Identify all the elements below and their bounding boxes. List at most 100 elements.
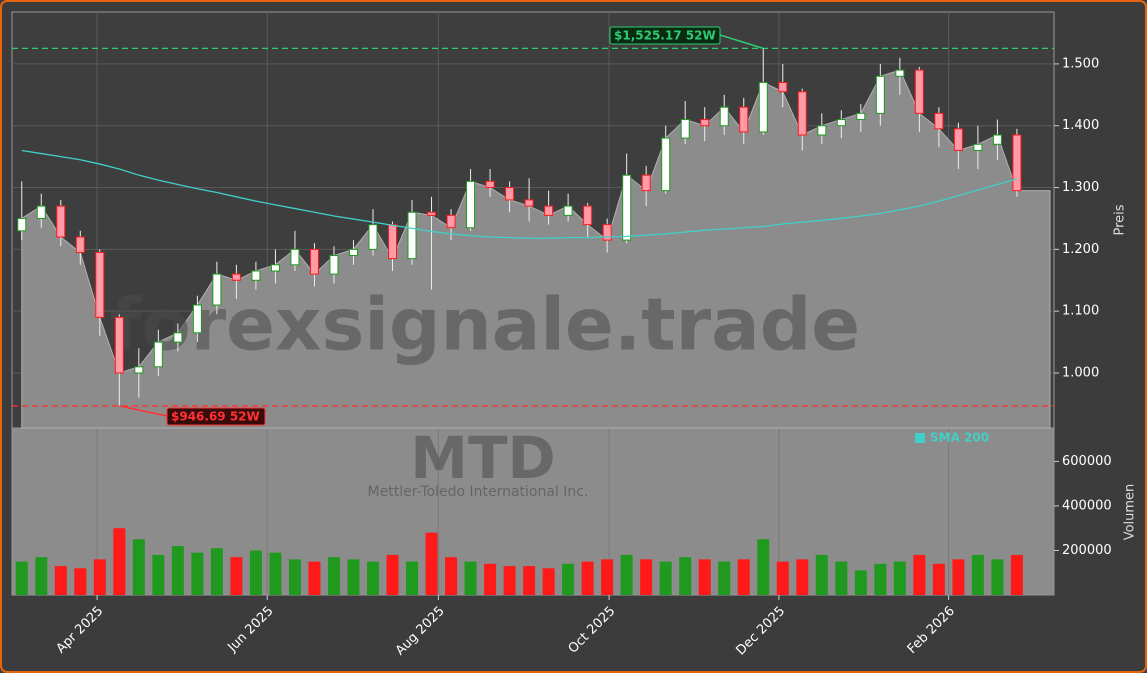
volume-bar — [815, 554, 828, 595]
candle-body — [953, 128, 963, 151]
volume-bar — [698, 559, 711, 595]
volume-bar — [191, 552, 204, 595]
y-tick-label: 1.100 — [1062, 304, 1099, 319]
annotation-box — [609, 26, 721, 45]
candle-body — [973, 143, 983, 151]
candle-body — [251, 270, 261, 281]
y-tick-label: 1.300 — [1062, 180, 1099, 195]
volume-bar — [718, 561, 731, 595]
candle-body — [485, 180, 495, 189]
volume-bar — [620, 554, 633, 595]
candle-body — [719, 106, 729, 127]
volume-bar — [562, 563, 575, 595]
candle-body — [778, 81, 788, 93]
candle-body — [114, 316, 124, 374]
legend-label: SMA 200 — [930, 431, 989, 445]
candle-body — [36, 205, 46, 219]
candle-body — [505, 187, 515, 201]
volume-bar — [230, 557, 243, 595]
volume-bar — [776, 561, 789, 595]
candle-body — [75, 236, 85, 253]
volume-bar — [366, 561, 379, 595]
candle-body — [895, 69, 905, 77]
y-tick-label: 1.500 — [1062, 56, 1099, 71]
volume-bar — [113, 528, 126, 595]
y-axis-label: Preis — [1113, 204, 1128, 235]
candle-body — [758, 81, 768, 133]
volume-bar — [796, 559, 809, 595]
candle-body — [661, 137, 671, 192]
annotation-arrow — [719, 34, 764, 50]
volume-bar — [971, 554, 984, 595]
volume-bar — [425, 532, 438, 595]
volume-bar — [640, 559, 653, 595]
candle-body — [368, 224, 378, 250]
volume-bar — [386, 554, 399, 595]
volume-bar — [152, 554, 165, 595]
volume-bar — [132, 539, 145, 595]
volume-bar — [327, 557, 340, 595]
candle-body — [680, 119, 690, 139]
candle-body — [446, 214, 456, 229]
volume-bar — [93, 559, 106, 595]
volume-bar — [991, 559, 1004, 595]
candle-body — [309, 248, 319, 275]
candle-body — [856, 112, 866, 121]
volume-bar — [757, 539, 770, 595]
candle-body — [329, 255, 339, 275]
volume-bar — [269, 552, 282, 595]
candle-body — [875, 75, 885, 114]
volume-bar — [35, 557, 48, 595]
y-tick-label: 1.200 — [1062, 242, 1099, 257]
volume-bar — [581, 561, 594, 595]
annotation-arrow — [119, 405, 168, 417]
volume-bar — [484, 563, 497, 595]
candle-body — [17, 217, 27, 232]
candle-body — [836, 119, 846, 127]
candle-body — [544, 205, 554, 216]
y2-tick-label: 200000 — [1062, 543, 1112, 558]
volume-bar — [288, 559, 301, 595]
watermark-company: Mettler-Toledo International Inc. — [368, 484, 589, 500]
y-tick-label: 1.000 — [1062, 365, 1099, 380]
candle-body — [427, 211, 437, 216]
candle-body — [563, 205, 573, 216]
watermark: forexsignale.trade — [110, 283, 860, 367]
volume-bar — [952, 559, 965, 595]
candle-body — [914, 69, 924, 114]
candle-body — [641, 174, 651, 192]
volume-bar — [835, 561, 848, 595]
candle-body — [739, 106, 749, 133]
volume-bar — [445, 557, 458, 595]
volume-bar — [679, 557, 692, 595]
volume-bar — [932, 563, 945, 595]
candle-body — [270, 264, 280, 272]
candle-body — [388, 224, 398, 260]
y2-tick-label: 600000 — [1062, 454, 1112, 469]
volume-bar — [54, 566, 67, 595]
candle-body — [524, 199, 534, 207]
volume-bar — [1010, 554, 1023, 595]
annotation-label: $946.69 52W — [171, 410, 260, 424]
sma-line — [21, 149, 1018, 239]
annotation-label: $1,525.17 52W — [614, 29, 716, 43]
annotation-box — [166, 407, 266, 426]
volume-bar — [854, 570, 867, 595]
y2-axis-label: Volumen — [1123, 484, 1138, 541]
candle-body — [466, 180, 476, 229]
volume-bar — [464, 561, 477, 595]
candle-body — [602, 224, 612, 241]
candle-body — [583, 205, 593, 226]
volume-bar — [503, 566, 516, 595]
volume-bar — [542, 568, 555, 595]
volume-bar — [893, 561, 906, 595]
watermark-symbol: MTD — [410, 424, 555, 492]
candle-body — [290, 248, 300, 266]
candle-body — [348, 248, 358, 257]
volume-bar — [249, 550, 262, 595]
candle-body — [407, 211, 417, 260]
volume-bar — [523, 566, 536, 595]
volume-bar — [210, 548, 223, 595]
y2-tick-label: 400000 — [1062, 498, 1112, 513]
